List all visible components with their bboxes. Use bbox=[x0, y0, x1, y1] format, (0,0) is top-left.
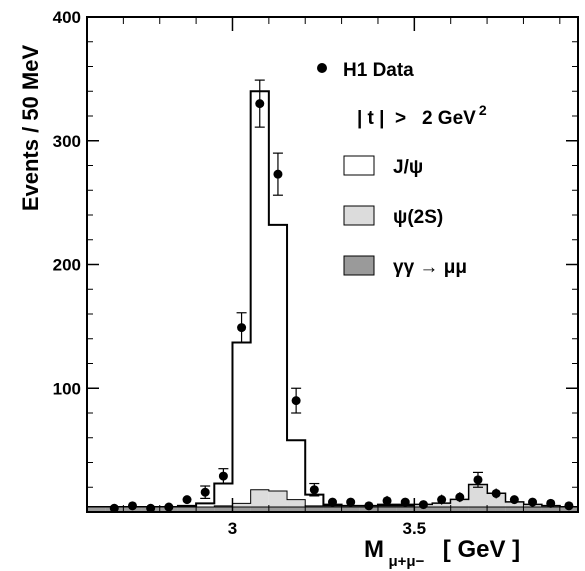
data-point bbox=[491, 488, 501, 498]
histogram-layer bbox=[86, 90, 579, 512]
hist-bar-gammagamma bbox=[377, 507, 397, 512]
hist-bar-gammagamma bbox=[177, 507, 197, 512]
legend-psi2s-label: ψ(2S) bbox=[393, 207, 443, 228]
hist-bar-gammagamma bbox=[323, 507, 342, 512]
hist-bar-psi2s bbox=[250, 489, 269, 512]
data-point bbox=[309, 485, 319, 495]
hist-bar-gammagamma bbox=[341, 507, 360, 512]
hist-bar-gammagamma bbox=[523, 507, 542, 512]
hist-bar-gammagamma bbox=[250, 507, 269, 512]
hist-bar-gammagamma bbox=[268, 507, 288, 512]
data-point bbox=[291, 396, 301, 406]
data-point bbox=[473, 475, 483, 485]
hist-bar-jpsi bbox=[214, 483, 233, 512]
hist-bar-gammagamma bbox=[287, 507, 306, 512]
data-point bbox=[564, 501, 574, 511]
axis-ticks: 100 200 300 400 3 3.5 bbox=[53, 8, 578, 538]
data-point bbox=[182, 495, 192, 505]
legend-jpsi-swatch bbox=[343, 155, 375, 176]
x-axis-title: M μ+μ− [ GeV ] bbox=[364, 536, 520, 570]
x-axis-title-unit: [ GeV ] bbox=[443, 536, 520, 563]
axes-frame bbox=[86, 16, 579, 513]
y-tick-label: 200 bbox=[53, 256, 81, 275]
hist-bar-jpsi bbox=[287, 440, 306, 512]
hist-bar-jpsi bbox=[232, 342, 251, 512]
hist-bar-gammagamma bbox=[432, 507, 451, 512]
data-point bbox=[546, 498, 556, 508]
legend-gammagamma-swatch bbox=[343, 255, 375, 276]
hist-bar-gammagamma bbox=[214, 507, 233, 512]
hist-bar-jpsi bbox=[250, 91, 269, 512]
y-tick-label: 100 bbox=[53, 379, 81, 398]
hist-bar-gammagamma bbox=[232, 507, 251, 512]
hist-outline-jpsi bbox=[86, 90, 579, 512]
cut-label-text: | t | > 2 GeV bbox=[357, 108, 476, 129]
data-point bbox=[273, 169, 283, 179]
legend: H1 Data | t | > 2 GeV 2 J/ψ ψ(2S) γγ → μμ bbox=[317, 60, 513, 278]
data-point bbox=[237, 323, 247, 333]
hist-bar-gammagamma bbox=[450, 507, 469, 512]
hist-bar-gammagamma bbox=[305, 507, 324, 512]
x-tick-label: 3 bbox=[228, 519, 237, 538]
data-point bbox=[109, 503, 119, 513]
data-point bbox=[146, 503, 156, 513]
y-tick-label: 300 bbox=[53, 132, 81, 151]
data-point bbox=[382, 496, 392, 506]
data-point bbox=[528, 497, 538, 507]
x-axis-title-subscript: μ+μ− bbox=[388, 553, 424, 570]
y-axis-title: Events / 50 MeV bbox=[18, 45, 43, 212]
x-axis-title-main: M bbox=[364, 536, 384, 563]
legend-psi2s-swatch bbox=[343, 205, 375, 226]
data-point bbox=[164, 502, 174, 512]
data-point bbox=[328, 497, 337, 507]
hist-bar-gammagamma bbox=[541, 507, 560, 512]
cut-label-exponent: 2 bbox=[479, 102, 487, 118]
hist-bar-gammagamma bbox=[468, 507, 488, 512]
hist-outline-gammagamma bbox=[86, 506, 579, 512]
data-point bbox=[200, 487, 210, 497]
hist-bar-gammagamma bbox=[414, 507, 433, 512]
data-point bbox=[455, 492, 465, 502]
legend-data-marker bbox=[317, 63, 327, 73]
data-points-layer bbox=[109, 79, 574, 513]
hist-bar-gammagamma bbox=[196, 507, 215, 512]
data-point bbox=[400, 497, 410, 507]
legend-data-label: H1 Data bbox=[343, 60, 414, 81]
hist-bar-gammagamma bbox=[487, 507, 506, 512]
data-point bbox=[364, 501, 374, 511]
data-point bbox=[127, 501, 137, 511]
legend-gammagamma-label: γγ → μμ bbox=[393, 257, 467, 278]
hist-bar-gammagamma bbox=[396, 507, 415, 512]
x-tick-label: 3.5 bbox=[403, 519, 427, 538]
data-point bbox=[255, 99, 265, 109]
hist-bar-gammagamma bbox=[87, 507, 106, 512]
legend-jpsi-label: J/ψ bbox=[393, 157, 423, 178]
plot-frame bbox=[86, 16, 579, 513]
cut-label: | t | > 2 GeV 2 bbox=[320, 99, 513, 129]
data-point bbox=[509, 495, 519, 505]
hist-bar-jpsi bbox=[268, 224, 288, 512]
y-tick-label: 400 bbox=[53, 8, 81, 27]
data-point bbox=[218, 471, 228, 481]
data-point bbox=[418, 500, 428, 510]
data-point bbox=[346, 497, 356, 507]
hist-bar-psi2s bbox=[468, 484, 488, 512]
hist-bar-gammagamma bbox=[505, 507, 524, 512]
data-point bbox=[437, 495, 447, 505]
